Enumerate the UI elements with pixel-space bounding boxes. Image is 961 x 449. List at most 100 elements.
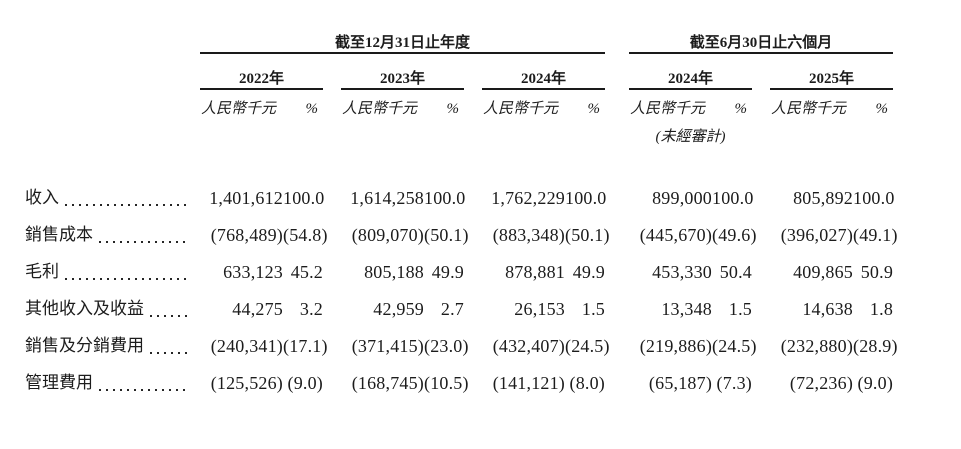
amount-unit-header: 人民幣千元 [630, 101, 706, 117]
percent-cell: 3.2 [299, 299, 323, 319]
table-row-selling-expenses: 銷售及分銷費用 (240,341) (17.1) (371,415) (23.0… [25, 336, 898, 373]
percent-unit-header: % [734, 101, 748, 117]
spacer [605, 188, 629, 225]
percent-cell: 45.2 [290, 262, 323, 282]
percent-cell: (8.0) [569, 373, 606, 393]
spacer [605, 89, 629, 118]
percent-cell: 100.0 [853, 188, 895, 208]
dot-leader [65, 278, 190, 280]
spacer [323, 373, 341, 410]
row-label-text: 其他收入及收益 [25, 299, 144, 318]
amount-cell: 453,330 [652, 262, 713, 282]
spacer [752, 53, 770, 89]
row-label: 管理費用 [25, 373, 200, 410]
spacer [605, 22, 629, 53]
year-header-2024: 2024年 [482, 53, 606, 90]
dot-leader [150, 352, 190, 354]
table-row-gross-profit: 毛利 633,123 45.2 805,188 49.9 878,881 49.… [25, 262, 893, 299]
table-row-revenue: 收入 1,401,612 100.0 1,614,258 100.0 1,762… [25, 188, 895, 225]
row-label: 銷售成本 [25, 225, 200, 262]
amount-unit-header: 人民幣千元 [201, 101, 277, 117]
unaudited-note-row: (未經審計) [25, 118, 893, 146]
amount-cell: 1,614,258 [350, 188, 424, 208]
percent-cell: 50.4 [719, 262, 753, 282]
spacer [752, 188, 770, 225]
amount-unit-header: 人民幣千元 [342, 101, 418, 117]
amount-cell: (432,407) [492, 336, 565, 356]
percent-cell: (28.9) [853, 336, 898, 356]
amount-cell: (396,027) [780, 225, 854, 245]
spacer [464, 188, 482, 225]
spacer [605, 299, 629, 336]
dot-leader [99, 241, 190, 243]
spacer [752, 118, 893, 146]
percent-cell: (50.1) [565, 225, 610, 245]
unaudited-note: (未經審計) [655, 129, 726, 145]
percent-cell: 49.9 [431, 262, 464, 282]
percent-cell: (9.0) [287, 373, 323, 393]
amount-cell: (883,348) [492, 225, 565, 245]
percent-cell: 100.0 [283, 188, 325, 208]
table-row-other-income: 其他收入及收益 44,275 3.2 42,959 2.7 26,153 1.5… [25, 299, 893, 336]
column-group-annual-title: 截至12月31日止年度 [200, 22, 606, 54]
amount-cell: (240,341) [210, 336, 283, 356]
percent-cell: (49.1) [853, 225, 898, 245]
percent-cell: 1.5 [581, 299, 606, 319]
percent-cell: (7.3) [716, 373, 753, 393]
row-label-text: 毛利 [25, 262, 59, 281]
percent-cell: (10.5) [424, 373, 469, 393]
percent-unit-header: % [875, 101, 889, 117]
spacer [464, 89, 482, 118]
spacer [464, 262, 482, 299]
amount-cell: 14,638 [802, 299, 854, 319]
spacer [752, 262, 770, 299]
amount-cell: (219,886) [639, 336, 713, 356]
spacer [25, 89, 200, 118]
dot-leader [99, 389, 190, 391]
amount-cell: (768,489) [210, 225, 283, 245]
amount-cell: 899,000 [652, 188, 713, 208]
spacer [752, 299, 770, 336]
row-label: 毛利 [25, 262, 200, 299]
amount-cell: (232,880) [780, 336, 854, 356]
spacer [323, 53, 341, 89]
percent-cell: 1.5 [728, 299, 753, 319]
spacer [323, 188, 341, 225]
spacer [323, 89, 341, 118]
spacer [752, 373, 770, 410]
amount-cell: (371,415) [351, 336, 424, 356]
percent-cell: (9.0) [857, 373, 894, 393]
amount-unit-header: 人民幣千元 [771, 101, 847, 117]
amount-cell: 1,762,229 [491, 188, 565, 208]
amount-cell: (168,745) [351, 373, 424, 393]
amount-cell: (141,121) [492, 373, 565, 393]
table-row-admin-expenses: 管理費用 (125,526) (9.0) (168,745) (10.5) (1… [25, 373, 893, 410]
amount-cell: 13,348 [661, 299, 713, 319]
row-label-text: 管理費用 [25, 373, 93, 392]
amount-cell: 633,123 [223, 262, 283, 282]
year-header-2024-interim: 2024年 [629, 53, 753, 90]
financial-table: 截至12月31日止年度 截至6月30日止六個月 2022年 2023年 2024… [25, 22, 898, 410]
row-label: 其他收入及收益 [25, 299, 200, 336]
amount-cell: 42,959 [373, 299, 424, 319]
row-label-text: 銷售及分銷費用 [25, 336, 144, 355]
amount-cell: (809,070) [351, 225, 424, 245]
spacer [323, 262, 341, 299]
percent-cell: (24.5) [565, 336, 610, 356]
spacer [25, 53, 200, 89]
percent-cell: 100.0 [565, 188, 607, 208]
percent-cell: (17.1) [283, 336, 328, 356]
year-header-2025-interim: 2025年 [770, 53, 894, 90]
spacer [464, 299, 482, 336]
spacer [464, 53, 482, 89]
amount-cell: 805,892 [793, 188, 854, 208]
percent-cell: 1.8 [869, 299, 894, 319]
spacer [25, 118, 629, 146]
amount-cell: (445,670) [639, 225, 713, 245]
amount-cell: (65,187) [648, 373, 713, 393]
percent-cell: (23.0) [424, 336, 469, 356]
percent-cell: (54.8) [283, 225, 328, 245]
spacer [25, 22, 200, 53]
percent-cell: 100.0 [712, 188, 754, 208]
